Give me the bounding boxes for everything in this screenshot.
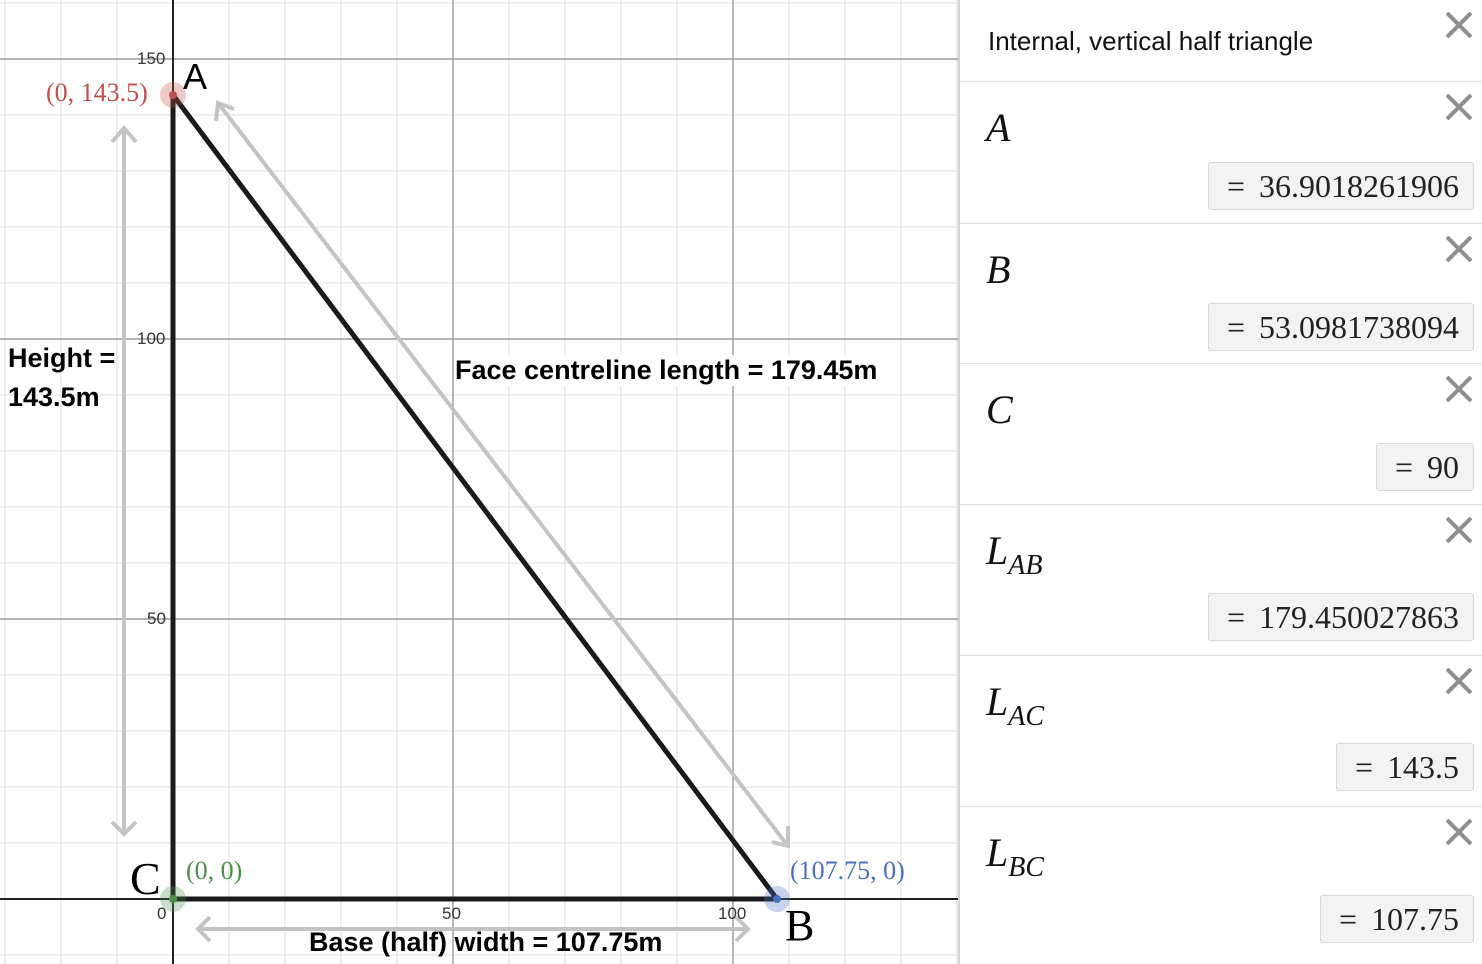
base-arrow-head-right xyxy=(734,915,751,943)
delete-expression-icon[interactable] xyxy=(1444,234,1474,264)
evaluation-value: 107.75 xyxy=(1371,901,1459,937)
expression-name[interactable]: B xyxy=(986,246,1010,301)
vertex-label-c: C xyxy=(130,853,161,904)
height-label-line2: 143.5m xyxy=(8,382,100,412)
y-tick-label-150: 150 xyxy=(137,49,166,68)
annotation-arrows xyxy=(110,100,790,943)
evaluation-value: 179.450027863 xyxy=(1259,599,1459,635)
expression-panel: Internal, vertical half triangle A = 36.9… xyxy=(958,0,1482,964)
expression-name-main: C xyxy=(986,387,1013,432)
evaluation-result: = 53.0981738094 xyxy=(1207,303,1474,351)
face-arrow xyxy=(216,101,790,848)
equals-sign: = xyxy=(1394,449,1413,485)
expression-row-c[interactable]: C = 90 xyxy=(960,364,1482,505)
equals-sign: = xyxy=(1226,168,1245,204)
expression-row-lac[interactable]: LAC = 143.5 xyxy=(960,656,1482,807)
axes xyxy=(0,0,958,964)
expression-row-lab[interactable]: LAB = 179.450027863 xyxy=(960,505,1482,656)
x-tick-label-0: 0 xyxy=(157,904,167,923)
expression-name-main: L xyxy=(986,830,1009,875)
expression-name[interactable]: LAB xyxy=(986,527,1042,582)
evaluation-value: 36.9018261906 xyxy=(1259,168,1459,204)
y-tick-label-50: 50 xyxy=(147,609,166,628)
delete-expression-icon[interactable] xyxy=(1444,374,1474,404)
face-length-label: Face centreline length = 179.45m xyxy=(455,355,878,386)
equals-sign: = xyxy=(1354,749,1373,785)
expression-name[interactable]: C xyxy=(986,386,1013,441)
face-arrow-head-bottom xyxy=(771,826,790,849)
expression-row-a[interactable]: A = 36.9018261906 xyxy=(960,82,1482,224)
equals-sign: = xyxy=(1226,309,1245,345)
expression-name-main: L xyxy=(986,528,1009,573)
graph-canvas[interactable]: 0 50 100 50 100 150 A B C (0, 143.5) (10… xyxy=(0,0,958,964)
grid-major-lines xyxy=(0,0,958,964)
equals-sign: = xyxy=(1338,901,1357,937)
height-arrow-head-bottom xyxy=(110,820,138,837)
delete-expression-icon[interactable] xyxy=(1444,817,1474,847)
expression-name[interactable]: A xyxy=(986,104,1010,159)
coord-label-b: (107.75, 0) xyxy=(790,856,905,885)
evaluation-result: = 143.5 xyxy=(1335,743,1474,791)
evaluation-value: 143.5 xyxy=(1387,749,1459,785)
expression-name[interactable]: LAC xyxy=(986,678,1044,733)
height-arrow-head-top xyxy=(110,124,138,144)
expression-name-sub: AB xyxy=(1008,550,1043,581)
coord-label-a: (0, 143.5) xyxy=(46,78,148,107)
point-a[interactable] xyxy=(169,91,177,99)
expression-row-lbc[interactable]: LBC = 107.75 xyxy=(960,807,1482,964)
expression-name-main: B xyxy=(986,247,1011,292)
delete-expression-icon[interactable] xyxy=(1444,666,1474,696)
vertex-label-b: B xyxy=(785,901,815,950)
grid-minor-lines xyxy=(0,0,958,964)
expression-name-main: L xyxy=(986,679,1009,724)
y-tick-label-100: 100 xyxy=(137,329,166,348)
delete-expression-icon[interactable] xyxy=(1444,92,1474,122)
point-c[interactable] xyxy=(169,895,177,903)
base-arrow-head-left xyxy=(195,915,212,943)
side-ab xyxy=(171,93,779,901)
note-row[interactable]: Internal, vertical half triangle xyxy=(960,0,1482,82)
delete-note-icon[interactable] xyxy=(1444,10,1474,40)
evaluation-value: 53.0981738094 xyxy=(1259,309,1459,345)
expression-name-sub: BC xyxy=(1008,852,1045,883)
graph-svg[interactable] xyxy=(0,0,958,964)
coord-label-c: (0, 0) xyxy=(186,856,243,885)
triangle xyxy=(170,93,779,902)
evaluation-result: = 107.75 xyxy=(1319,895,1474,943)
expression-name-sub: AC xyxy=(1008,701,1045,732)
expression-row-b[interactable]: B = 53.0981738094 xyxy=(960,224,1482,364)
x-tick-label-100: 100 xyxy=(718,904,747,923)
delete-expression-icon[interactable] xyxy=(1444,515,1474,545)
evaluation-result: = 36.9018261906 xyxy=(1207,162,1474,210)
base-width-label: Base (half) width = 107.75m xyxy=(309,927,663,957)
x-tick-label-50: 50 xyxy=(442,904,461,923)
height-label-line1: Height = xyxy=(8,343,116,373)
face-arrow-head-top xyxy=(214,100,235,122)
expression-name-main: A xyxy=(986,105,1011,150)
evaluation-value: 90 xyxy=(1427,449,1459,485)
evaluation-result: = 179.450027863 xyxy=(1207,593,1474,641)
point-b[interactable] xyxy=(773,895,781,903)
vertex-label-a: A xyxy=(183,56,208,97)
points[interactable] xyxy=(160,82,790,912)
evaluation-result: = 90 xyxy=(1375,443,1474,491)
expression-name[interactable]: LBC xyxy=(986,829,1044,884)
note-text[interactable]: Internal, vertical half triangle xyxy=(988,26,1314,56)
equals-sign: = xyxy=(1226,599,1245,635)
